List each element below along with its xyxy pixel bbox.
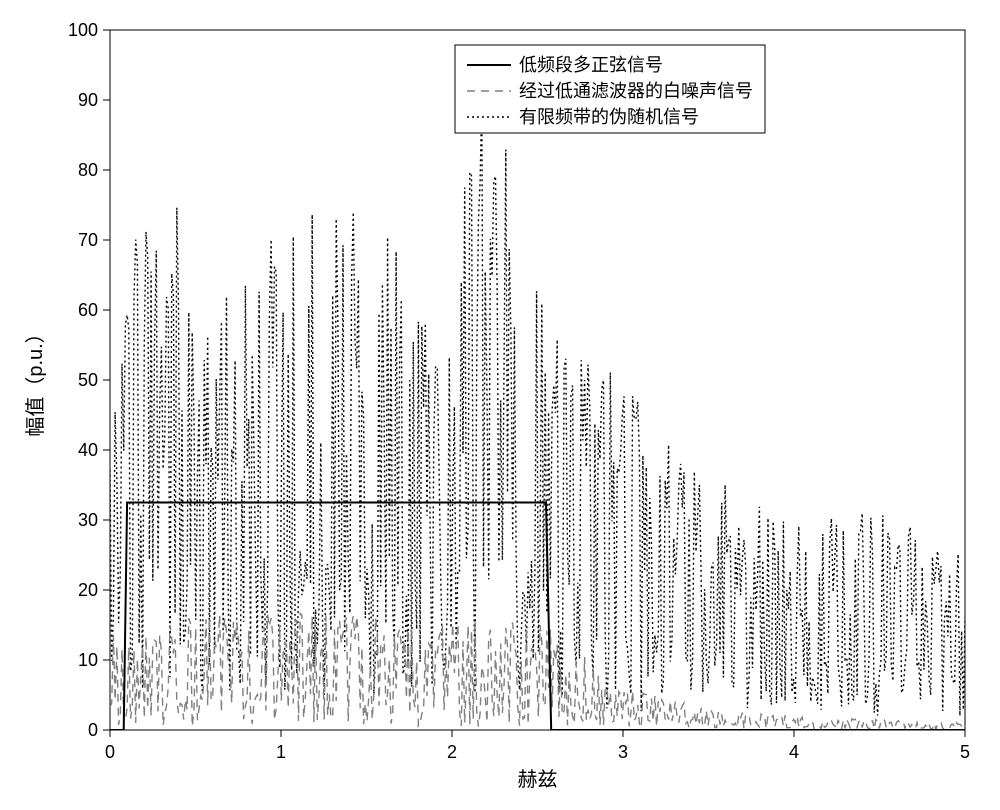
- svg-text:40: 40: [78, 440, 98, 460]
- series-lowpass_white_noise: [110, 614, 965, 730]
- svg-text:30: 30: [78, 510, 98, 530]
- svg-text:10: 10: [78, 650, 98, 670]
- y-axis-label: 幅值（p.u.）: [24, 323, 47, 436]
- svg-text:70: 70: [78, 230, 98, 250]
- series-bandlimited_pseudorandom: [110, 100, 965, 715]
- series-group: [110, 100, 965, 730]
- spectrum-chart: 0 1 2 3 4 5 0 10 20 30 40 50 60 70 80 90 100 赫兹 幅值（p.u.…: [0, 0, 1000, 810]
- legend-label: 经过低通滤波器的白噪声信号: [519, 81, 753, 101]
- svg-text:0: 0: [105, 742, 115, 762]
- svg-text:100: 100: [68, 20, 98, 40]
- y-ticks: 0 10 20 30 40 50 60 70 80 90 100: [68, 20, 110, 740]
- svg-text:20: 20: [78, 580, 98, 600]
- svg-text:80: 80: [78, 160, 98, 180]
- legend-label: 有限频带的伪随机信号: [519, 107, 699, 127]
- svg-text:50: 50: [78, 370, 98, 390]
- x-axis-label: 赫兹: [518, 768, 558, 791]
- svg-text:3: 3: [618, 742, 628, 762]
- svg-text:0: 0: [88, 720, 98, 740]
- legend: 低频段多正弦信号经过低通滤波器的白噪声信号有限频带的伪随机信号: [455, 45, 765, 133]
- svg-text:60: 60: [78, 300, 98, 320]
- legend-label: 低频段多正弦信号: [519, 55, 663, 75]
- svg-text:1: 1: [276, 742, 286, 762]
- x-ticks: 0 1 2 3 4 5: [105, 730, 970, 762]
- svg-text:5: 5: [960, 742, 970, 762]
- plot-area: [110, 30, 965, 730]
- svg-text:4: 4: [789, 742, 799, 762]
- svg-text:90: 90: [78, 90, 98, 110]
- svg-text:2: 2: [447, 742, 457, 762]
